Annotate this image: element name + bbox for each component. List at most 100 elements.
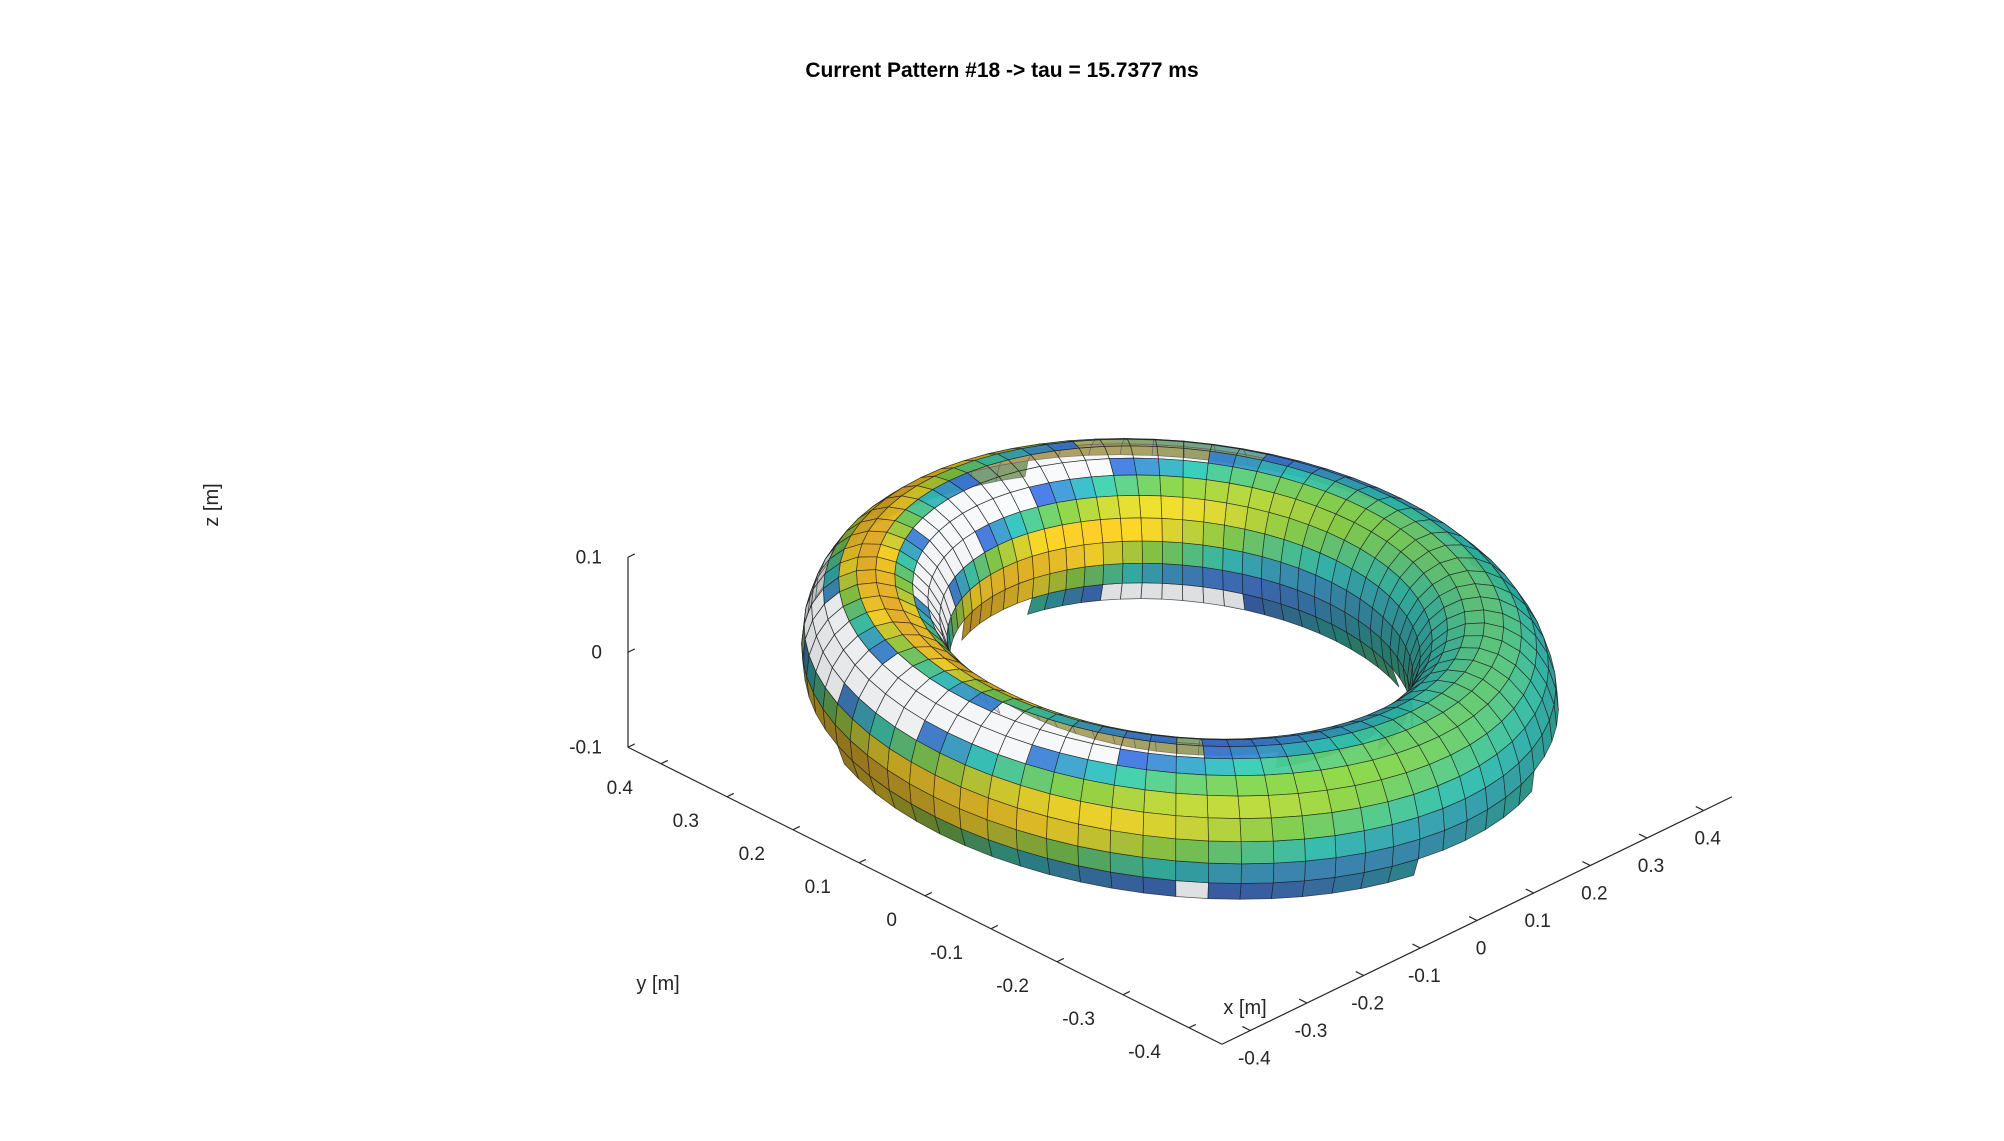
current-panel	[1175, 860, 1210, 884]
y-tick-mark	[924, 891, 933, 897]
y-tick-mark	[858, 858, 867, 864]
x-tick-label: 0.4	[1694, 829, 1721, 850]
current-panel	[1080, 519, 1104, 546]
current-panel	[1207, 817, 1242, 843]
current-panel	[1083, 564, 1104, 587]
current-panel	[1182, 542, 1204, 568]
y-tick-label: 0	[886, 910, 897, 931]
x-tick-label: -0.2	[1351, 994, 1384, 1015]
y-tick-mark	[990, 924, 999, 930]
y-tick-label: 0.1	[805, 877, 831, 898]
current-panel	[1133, 457, 1161, 476]
current-panel	[1259, 756, 1294, 776]
torus-shell-panel	[1126, 438, 1158, 447]
x-tick-mark	[1298, 998, 1308, 1004]
torus-surface	[801, 438, 1559, 900]
z-tick-label: 0.1	[576, 547, 602, 568]
current-panel	[1182, 459, 1209, 480]
x-tick-mark	[1242, 1026, 1251, 1032]
x-tick-label: 0.3	[1638, 856, 1664, 877]
current-panel	[1461, 596, 1485, 613]
current-panel	[1175, 815, 1209, 842]
current-panel	[1110, 806, 1145, 836]
x-tick-label: -0.4	[1238, 1049, 1271, 1070]
current-panel	[1270, 880, 1305, 900]
current-panel	[1297, 789, 1333, 817]
y-tick-mark	[1056, 957, 1065, 963]
torus-shell-panel	[1156, 446, 1184, 461]
current-panel	[1136, 474, 1162, 497]
current-panel	[1229, 745, 1261, 760]
current-panel	[1304, 835, 1337, 862]
torus-shell-panel	[1120, 582, 1143, 600]
current-panel	[1141, 540, 1163, 564]
current-panel	[1161, 518, 1184, 544]
current-panel	[1099, 517, 1123, 544]
current-panel	[856, 556, 878, 572]
current-panel	[1102, 563, 1124, 585]
torus-shell-panel	[1130, 445, 1159, 460]
torus-shell-panel	[1099, 582, 1123, 601]
current-panel	[1141, 562, 1163, 584]
current-panel	[1161, 563, 1183, 585]
current-panel	[1175, 838, 1210, 864]
current-panel	[1304, 857, 1337, 882]
current-panel	[1237, 795, 1272, 819]
current-panel	[1159, 475, 1184, 498]
x-tick-label: 0	[1476, 939, 1487, 960]
x-tick-mark	[1525, 888, 1534, 894]
z-tick-mark	[627, 648, 636, 653]
current-panel	[1464, 609, 1485, 625]
current-panel	[1206, 794, 1241, 819]
current-panel	[1222, 547, 1244, 575]
current-panel	[1239, 817, 1274, 843]
current-panel	[1143, 789, 1177, 817]
current-panel	[1182, 496, 1206, 523]
y-tick-mark	[726, 792, 735, 798]
current-panel	[1065, 544, 1086, 571]
x-axis-label: x [m]	[1223, 997, 1266, 1019]
current-panel	[1140, 517, 1163, 542]
y-tick-label: -0.1	[930, 943, 963, 964]
current-panel	[1160, 495, 1184, 521]
current-panel	[1239, 882, 1274, 900]
x-tick-mark	[1582, 861, 1591, 867]
current-panel	[1202, 745, 1234, 760]
current-panel	[1264, 772, 1299, 796]
current-panel	[1208, 862, 1242, 884]
torus-shell-panel	[1182, 584, 1205, 604]
y-tick-mark	[1122, 990, 1131, 996]
current-panel	[1158, 458, 1184, 478]
x-tick-label: -0.3	[1295, 1021, 1328, 1042]
current-panel	[1222, 524, 1246, 553]
x-tick-label: -0.1	[1408, 966, 1441, 987]
y-tick-label: 0.2	[739, 844, 765, 865]
current-panel	[1204, 757, 1236, 777]
current-panel	[1175, 792, 1209, 819]
current-panel	[1078, 800, 1113, 831]
z-tick-label: 0	[591, 642, 602, 663]
x-tick-mark	[1468, 916, 1478, 922]
y-tick-label: -0.2	[996, 976, 1029, 997]
z-axis-label: z [m]	[201, 483, 223, 526]
torus-shell-panel	[1099, 438, 1132, 447]
x-tick-label: 0.1	[1524, 911, 1550, 932]
current-panel	[1083, 542, 1104, 568]
current-panel	[1065, 566, 1086, 591]
y-tick-label: 0.3	[673, 811, 699, 832]
current-panel	[1121, 562, 1143, 584]
current-panel	[1242, 528, 1266, 558]
axes: -0.4 -0.3 -0.2 -0.1 0 0.1 0.2 0.3 0.4 -0.4 -0.3 -0.…	[569, 547, 1733, 1070]
current-panel	[1202, 521, 1225, 549]
torus-shell-panel	[1140, 582, 1163, 600]
torus-shell-panel	[1175, 743, 1205, 759]
current-panel	[1182, 476, 1207, 501]
y-tick-label: -0.3	[1062, 1009, 1095, 1030]
current-panel	[1048, 547, 1068, 575]
current-panel	[1463, 622, 1485, 637]
x-tick-mark	[1695, 806, 1704, 812]
current-panel	[1270, 815, 1305, 842]
current-panel	[1121, 540, 1143, 564]
current-panel	[1080, 584, 1104, 604]
current-panel	[1203, 499, 1227, 526]
